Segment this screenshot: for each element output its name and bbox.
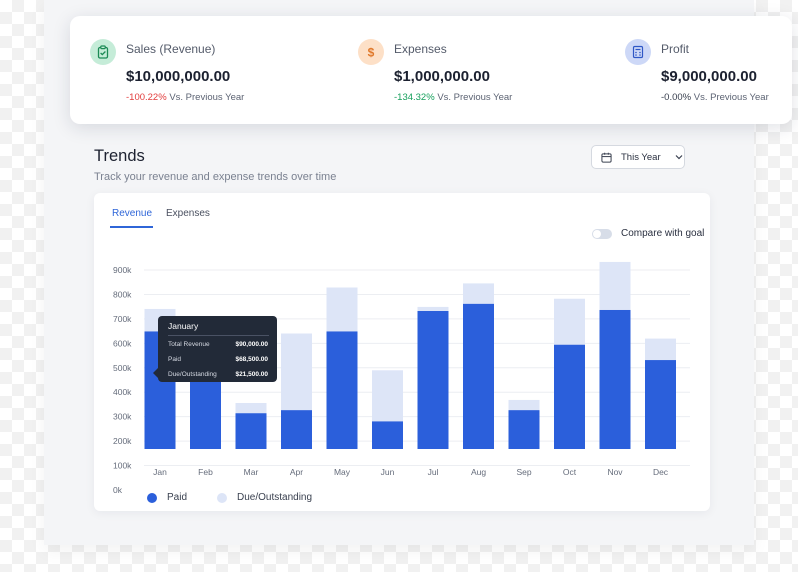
bar-paid — [554, 344, 585, 449]
bar-due — [372, 370, 403, 422]
dollar-icon: $ — [358, 39, 384, 65]
y-tick-label: 800k — [113, 289, 132, 299]
tooltip-divider — [168, 335, 269, 336]
x-tick-label: Feb — [198, 467, 213, 477]
y-tick-label: 100k — [113, 461, 132, 471]
x-tick-label: Sep — [516, 467, 531, 477]
bar-paid — [417, 311, 449, 449]
bar-paid — [281, 410, 312, 449]
compare-toggle[interactable] — [592, 229, 612, 239]
y-tick-label: 500k — [113, 363, 132, 373]
y-tick-label: 400k — [113, 387, 132, 397]
y-tick-label: 700k — [113, 314, 132, 324]
legend-label: Paid — [167, 492, 188, 503]
bar-due — [235, 403, 267, 414]
tab-expenses[interactable]: Expenses — [166, 208, 210, 219]
bar-due — [554, 298, 585, 345]
bar-due — [463, 283, 494, 304]
revenue-chart: 0k 100k 200k 300k 400k 500k 600k 700k 800k 900k Ja… — [113, 261, 690, 495]
stat-value: $10,000,000.00 — [126, 68, 231, 85]
svg-text:$: $ — [368, 46, 375, 60]
bar-due — [326, 287, 358, 332]
y-tick-label: 600k — [113, 338, 132, 348]
stat-value: $1,000,000.00 — [394, 68, 490, 85]
toggle-knob — [593, 230, 601, 238]
active-tab-indicator — [110, 226, 153, 228]
bar-paid — [235, 413, 267, 449]
y-tick-label: 0k — [113, 485, 123, 495]
summary-card: Sales (Revenue) $10,000,000.00 -100.22% … — [70, 16, 792, 124]
bar-paid — [645, 360, 676, 449]
y-tick-label: 900k — [113, 265, 132, 275]
tooltip-pointer — [153, 368, 158, 378]
bar-due — [281, 333, 312, 411]
x-tick-label: Mar — [244, 467, 259, 477]
bar-paid — [599, 309, 631, 449]
bar-paid — [372, 421, 403, 449]
chart-tooltip: January Total Revenue $90,000.00 Paid $68,… — [153, 316, 277, 382]
x-tick-label: Oct — [563, 467, 577, 477]
bar-due — [508, 399, 540, 411]
y-tick-label: 200k — [113, 436, 132, 446]
x-tick-label: Nov — [607, 467, 623, 477]
compare-label: Compare with goal — [621, 228, 705, 239]
period-label: This Year — [621, 151, 661, 163]
tab-revenue[interactable]: Revenue — [112, 208, 153, 219]
bar-due — [645, 338, 676, 361]
calculator-icon — [625, 39, 651, 65]
legend-dot-paid — [147, 492, 157, 503]
x-tick-label: Jul — [428, 467, 439, 477]
legend-label: Due/Outstanding — [237, 492, 313, 503]
tooltip-row: Total Revenue $90,000.00 — [168, 341, 268, 348]
stat-change: -0.00% Vs. Previous Year — [661, 92, 769, 103]
x-tick-label: Jun — [381, 467, 395, 477]
stat-label: Profit — [661, 42, 690, 56]
x-tick-label: Dec — [653, 467, 669, 477]
bar-paid — [326, 331, 358, 449]
stat-label: Expenses — [394, 42, 447, 56]
x-tick-label: May — [334, 467, 351, 477]
bar-due — [599, 261, 631, 310]
trends-title: Trends — [94, 147, 145, 165]
legend-due: Due/Outstanding — [217, 492, 312, 503]
bar-paid — [463, 303, 494, 449]
x-tick-label: Aug — [471, 467, 486, 477]
stat-change: -100.22% Vs. Previous Year — [126, 92, 245, 103]
legend-dot-due — [217, 492, 227, 503]
tooltip-title: January — [168, 321, 199, 331]
x-tick-label: Apr — [290, 467, 303, 477]
x-tick-label: Jan — [153, 467, 167, 477]
stat-change: -134.32% Vs. Previous Year — [394, 92, 513, 103]
tooltip-row: Due/Outstanding $21,500.00 — [168, 371, 268, 378]
trends-subtitle: Track your revenue and expense trends ov… — [94, 171, 337, 183]
legend-paid: Paid — [147, 492, 187, 503]
y-tick-label: 300k — [113, 412, 132, 422]
stat-label: Sales (Revenue) — [126, 42, 216, 56]
calendar-icon — [601, 152, 612, 163]
bar-paid — [508, 410, 540, 449]
period-dropdown[interactable]: This Year — [591, 145, 685, 169]
clipboard-check-icon — [90, 39, 116, 65]
tooltip-row: Paid $68,500.00 — [168, 356, 268, 363]
bar-due — [417, 306, 449, 311]
chevron-down-icon — [675, 155, 683, 160]
stat-value: $9,000,000.00 — [661, 68, 757, 85]
